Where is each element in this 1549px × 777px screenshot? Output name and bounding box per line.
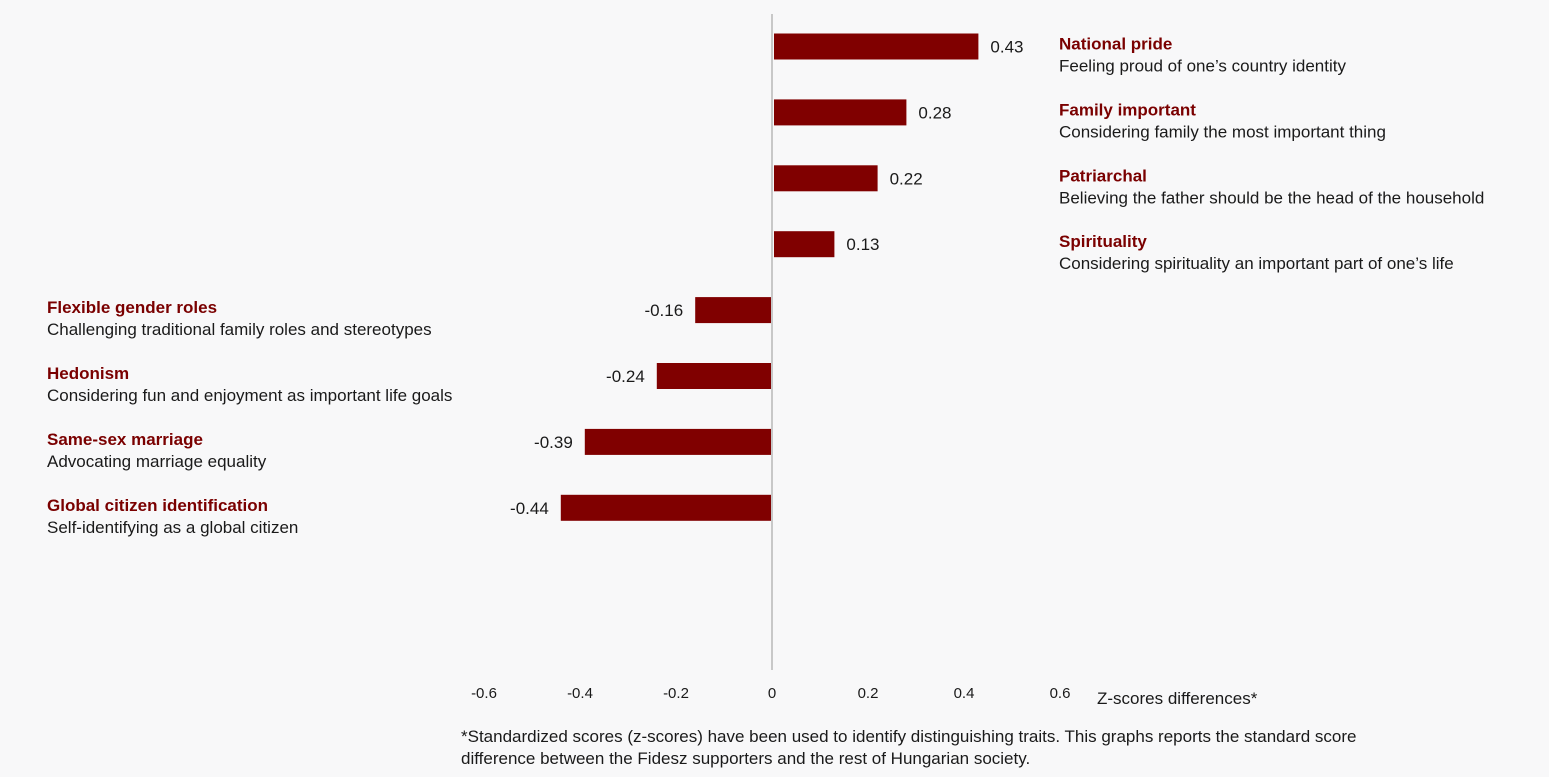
value-label-8: -0.44 xyxy=(510,499,549,518)
bar-2 xyxy=(774,99,907,126)
category-name-7: Same-sex marriage xyxy=(47,430,203,449)
value-label-7: -0.39 xyxy=(534,433,573,452)
x-tick-label-7: 0.6 xyxy=(1050,685,1071,702)
x-tick-label-4: 0 xyxy=(768,685,776,702)
category-name-5: Flexible gender roles xyxy=(47,298,217,317)
category-description-1: Feeling proud of one’s country identity xyxy=(1059,57,1346,76)
bar-8 xyxy=(560,494,771,521)
category-name-3: Patriarchal xyxy=(1059,166,1147,185)
category-description-3: Believing the father should be the head … xyxy=(1059,188,1484,207)
category-name-6: Hedonism xyxy=(47,364,129,383)
value-label-5: -0.16 xyxy=(644,301,683,320)
category-description-8: Self-identifying as a global citizen xyxy=(47,518,298,537)
x-axis-title: Z-scores differences* xyxy=(1097,689,1258,708)
category-name-2: Family important xyxy=(1059,100,1196,119)
x-tick-label-6: 0.4 xyxy=(954,685,975,702)
bar-4 xyxy=(774,231,835,258)
category-description-5: Challenging traditional family roles and… xyxy=(47,320,432,339)
bar-6 xyxy=(656,363,771,389)
bar-chart-svg: 0.43 National pride Feeling proud of one’s… xyxy=(47,14,1484,708)
bar-1 xyxy=(774,33,979,60)
category-description-2: Considering family the most important th… xyxy=(1059,122,1386,141)
x-tick-label-1: -0.6 xyxy=(471,685,497,702)
value-label-1: 0.43 xyxy=(990,38,1023,57)
category-name-4: Spirituality xyxy=(1059,232,1147,251)
value-label-4: 0.13 xyxy=(846,235,879,254)
category-name-1: National pride xyxy=(1059,35,1172,54)
bar-7 xyxy=(584,428,771,455)
bar-3 xyxy=(774,165,878,192)
category-name-8: Global citizen identification xyxy=(47,496,268,515)
category-description-7: Advocating marriage equality xyxy=(47,452,267,471)
x-tick-label-5: 0.2 xyxy=(858,685,879,702)
bar-5 xyxy=(695,297,771,324)
x-tick-label-2: -0.4 xyxy=(567,685,593,702)
category-description-6: Considering fun and enjoyment as importa… xyxy=(47,386,452,405)
value-label-2: 0.28 xyxy=(918,103,951,122)
x-tick-label-3: -0.2 xyxy=(663,685,689,702)
value-label-6: -0.24 xyxy=(606,367,645,386)
footnote: *Standardized scores (z-scores) have bee… xyxy=(461,727,1357,768)
category-description-4: Considering spirituality an important pa… xyxy=(1059,254,1454,273)
value-label-3: 0.22 xyxy=(890,169,923,188)
